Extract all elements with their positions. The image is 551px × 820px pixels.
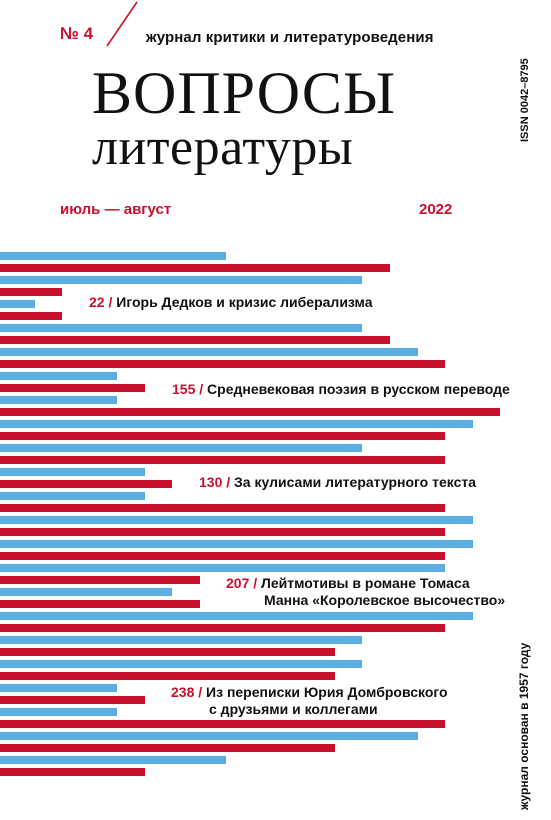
founded-note: журнал основан в 1957 году [517,642,531,810]
stripe [0,588,172,596]
stripe [0,396,117,404]
stripe [0,516,473,524]
contents-item: 238 / Из переписки Юрия Домбровского с д… [171,684,448,717]
stripe [0,480,172,488]
stripe [0,540,473,548]
stripe [0,360,445,368]
article-title: Лейтмотивы в романе Томаса [261,575,470,591]
issue-months: июль — август [60,201,172,218]
stripe [0,552,445,560]
stripe [0,636,362,644]
page-number: 238 [171,684,195,700]
article-title: Из переписки Юрия Домбровского [206,684,448,700]
stripe [0,264,390,272]
stripe [0,456,445,464]
stripe [0,384,145,392]
stripe [0,348,418,356]
stripe [0,612,473,620]
stripe [0,432,445,440]
issn-label: ISSN 0042–8795 [519,58,531,142]
page-number: 155 [172,381,196,397]
article-title-continued: с друзьями и коллегами [209,701,378,717]
stripe [0,684,117,692]
issue-number: № 4 [60,24,94,43]
page-number: 207 [226,575,250,591]
stripe [0,492,145,500]
stripe [0,288,62,296]
stripe [0,300,35,308]
stripe [0,312,62,320]
article-title: За кулисами литературного текста [234,474,477,490]
journal-subtitle: журнал критики и литературоведения [146,29,434,46]
stripe [0,744,335,752]
stripe [0,756,226,764]
stripe [0,276,362,284]
stripe [0,720,445,728]
stripe [0,528,445,536]
stripe [0,648,335,656]
journal-title-line2: литературы [92,119,354,176]
page-number: 130 [199,474,223,490]
stripe [0,336,390,344]
stripe [0,444,362,452]
stripe [0,420,473,428]
article-title: Средневековая поэзия в русском переводе [207,381,510,397]
stripe [0,252,226,260]
stripe [0,600,200,608]
stripe [0,708,117,716]
article-title: Игорь Дедков и кризис либерализма [116,294,373,310]
stripe [0,324,362,332]
stripe [0,696,145,704]
contents-item: 207 / Лейтмотивы в романе Томаса Манна «… [226,575,506,608]
stripe [0,372,117,380]
article-title-continued: Манна «Королевское высочество» [264,592,506,608]
stripe [0,660,362,668]
contents-item: 130 / За кулисами литературного текста [199,474,477,490]
stripe [0,468,145,476]
stripe [0,504,445,512]
contents-item: 155 / Средневековая поэзия в русском пер… [172,381,510,397]
stripe [0,624,445,632]
contents-item: 22 / Игорь Дедков и кризис либерализма [89,294,373,310]
stripe [0,408,500,416]
page-number: 22 [89,294,105,310]
issue-year: 2022 [419,201,453,218]
journal-title-line1: ВОПРОСЫ [92,60,397,126]
slash-decoration [106,1,138,47]
stripe [0,576,200,584]
stripe [0,672,335,680]
stripe [0,564,445,572]
stripe [0,768,145,776]
stripe [0,732,418,740]
